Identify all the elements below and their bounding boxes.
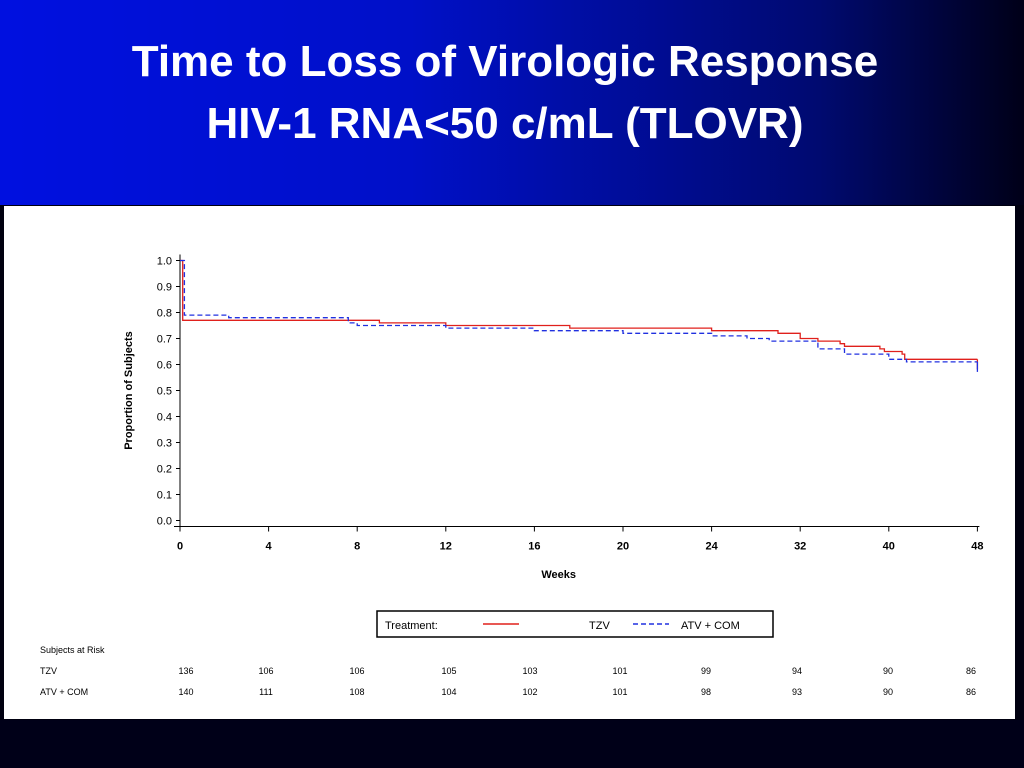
y-tick-label: 0.3 xyxy=(157,438,172,450)
at-risk-value: 106 xyxy=(349,666,364,676)
y-tick-label: 0.1 xyxy=(157,490,172,502)
legend-title: Treatment: xyxy=(385,620,438,632)
at-risk-value: 105 xyxy=(441,666,456,676)
at-risk-value: 103 xyxy=(522,666,537,676)
km-chart: 0.00.10.20.30.40.50.60.70.80.91.00 4 8 12 16… xyxy=(40,254,984,697)
y-tick-label: 0.8 xyxy=(157,308,172,320)
x-tick-label: 20 xyxy=(617,541,629,553)
at-risk-value: 104 xyxy=(441,687,456,697)
legend-label-atv-com: ATV + COM xyxy=(681,620,740,632)
at-risk-value: 111 xyxy=(259,687,273,697)
at-risk-row-label: TZV xyxy=(40,666,57,676)
at-risk-value: 106 xyxy=(258,666,273,676)
y-tick-label: 0.7 xyxy=(157,334,172,346)
at-risk-value: 99 xyxy=(701,666,711,676)
at-risk-value: 101 xyxy=(612,687,627,697)
chart-panel: 0.0 0.1 0.2 0.3 0.4 0.5 0.6 0.7 0.8 0.9 1.0 0 4 8 12 16… xyxy=(4,206,1015,719)
y-tick-label: 0.5 xyxy=(157,386,172,398)
footer-band xyxy=(0,720,1024,768)
legend-box xyxy=(376,610,774,638)
x-tick-label: 0 xyxy=(177,541,183,553)
at-risk-header: Subjects at Risk xyxy=(40,645,105,655)
at-risk-value: 94 xyxy=(792,666,802,676)
at-risk-value: 102 xyxy=(522,687,537,697)
x-tick-label: 4 xyxy=(266,541,273,553)
at-risk-value: 90 xyxy=(883,666,893,676)
at-risk-value: 86 xyxy=(966,687,976,697)
y-tick-label: 0.2 xyxy=(157,464,172,476)
y-axis-title: Proportion of Subjects xyxy=(123,331,135,450)
at-risk-value: 108 xyxy=(349,687,364,697)
y-tick-label: 1.0 xyxy=(157,256,172,268)
y-tick-label: 0.9 xyxy=(157,282,172,294)
x-tick-label: 40 xyxy=(883,541,895,553)
x-tick-label: 16 xyxy=(528,541,540,553)
y-tick-label: 0.0 xyxy=(157,516,172,528)
x-tick-label: 48 xyxy=(971,541,983,553)
at-risk-value: 93 xyxy=(792,687,802,697)
slide-header: Time to Loss of Virologic Response HIV-1… xyxy=(0,0,1024,205)
at-risk-value: 101 xyxy=(612,666,627,676)
series-line-atv-com xyxy=(180,259,978,363)
at-risk-value: 86 xyxy=(966,666,976,676)
at-risk-value: 140 xyxy=(178,687,193,697)
x-tick-label: 8 xyxy=(354,541,360,553)
x-axis-title: Weeks xyxy=(541,569,576,581)
slide-title-line-1: Time to Loss of Virologic Response xyxy=(131,37,879,86)
slide-title-line-2: HIV-1 RNA<50 c/mL (TLOVR) xyxy=(206,99,804,148)
x-tick-label: 24 xyxy=(705,541,718,553)
at-risk-value: 98 xyxy=(701,687,711,697)
legend-label-tzv: TZV xyxy=(589,620,610,632)
y-tick-label: 0.4 xyxy=(157,412,172,424)
at-risk-row-label: ATV + COM xyxy=(40,687,88,697)
at-risk-value: 90 xyxy=(883,687,893,697)
x-tick-label: 32 xyxy=(794,541,806,553)
x-tick-label: 12 xyxy=(440,541,452,553)
y-tick-label: 0.6 xyxy=(157,360,172,372)
series-line-tzv xyxy=(180,259,978,360)
at-risk-value: 136 xyxy=(178,666,193,676)
